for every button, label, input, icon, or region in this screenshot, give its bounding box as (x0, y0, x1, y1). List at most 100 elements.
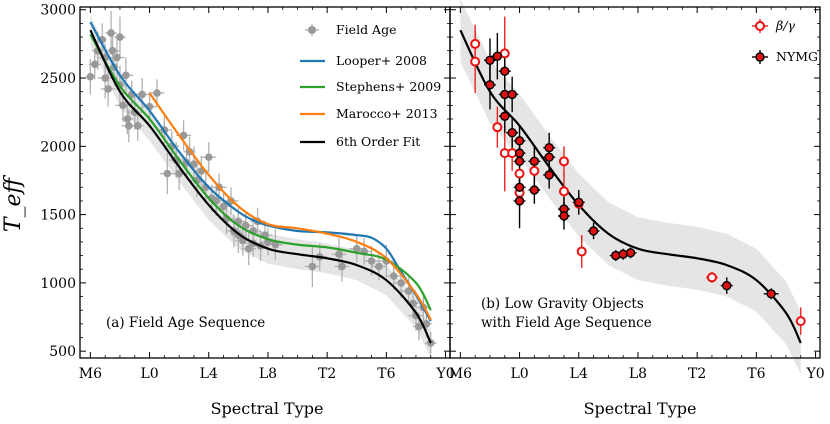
fit-line-looper-2008 (89, 21, 432, 322)
nymg-point (544, 142, 554, 153)
field-age-point (108, 46, 117, 55)
beta-gamma-point (492, 122, 503, 133)
field-age-point (404, 287, 413, 295)
field-age-point (116, 33, 124, 41)
left-ytick-label: 2000 (40, 139, 76, 155)
field-age-point (204, 153, 213, 162)
field-age-point (107, 29, 115, 37)
field-age-point (123, 115, 132, 123)
field-age-point (244, 244, 253, 253)
legend-label-stephens: Stephens+ 2009 (336, 79, 441, 94)
beta-gamma-point (706, 272, 717, 283)
nymg-point (507, 89, 517, 100)
beta-gamma-point (470, 56, 481, 67)
field-age-point (352, 244, 361, 253)
right-xtick-label: T2 (688, 366, 706, 382)
nymg-point (529, 156, 540, 167)
nymg-point (588, 226, 599, 236)
field-age-point (241, 221, 250, 230)
nymg-point (514, 196, 525, 206)
left-xtick-label: M6 (79, 366, 102, 382)
left-xtick-label: L8 (259, 366, 277, 382)
nymg-point (485, 55, 495, 65)
legend-label-beta-gamma: β/γ (775, 18, 795, 33)
panel-right: M6 L0 L4 L8 T2 T6 Y0 Spectral Type (b) Low Gra… (449, 0, 825, 418)
field-age-point (133, 122, 142, 130)
panel-left: M6 L0 L4 L8 T2 T6 Y0 500 1000 1500 2000 2500 3000 T_… (1, 3, 455, 418)
legend-marker-nymg (755, 52, 765, 62)
field-age-point (335, 250, 343, 259)
nymg-point (529, 185, 540, 195)
fit-line-6th-order-fit (89, 29, 432, 344)
legend-label-field-age: Field Age (336, 22, 396, 37)
right-points (470, 38, 806, 327)
left-fit-confidence-band (90, 15, 431, 358)
right-fit-lines (459, 29, 802, 344)
nymg-point (514, 136, 525, 146)
right-fit-confidence-band (460, 0, 801, 375)
nymg-point (500, 66, 510, 76)
nymg-point (618, 249, 628, 259)
nymg-point (574, 197, 584, 208)
field-age-point (190, 160, 198, 168)
field-age-point (375, 262, 383, 271)
right-plot-frame (449, 6, 821, 359)
nymg-point (611, 250, 621, 261)
right-xtick-label: L8 (629, 366, 647, 382)
nymg-point (625, 248, 636, 258)
field-age-point (219, 202, 228, 211)
left-legend: Field Age Looper+ 2008 Stephens+ 2009 Ma… (300, 22, 441, 149)
right-xtick-label: L0 (510, 366, 528, 382)
left-xtick-label: L0 (140, 366, 158, 382)
left-xtick-label: L4 (200, 366, 218, 382)
field-age-point (415, 322, 423, 331)
beta-gamma-point (558, 156, 569, 167)
field-age-point (125, 122, 133, 130)
beta-gamma-point (795, 316, 806, 327)
left-axis-ticks: M6 L0 L4 L8 T2 T6 Y0 500 1000 1500 2000 2500 3000 (40, 3, 454, 382)
beta-gamma-point (514, 168, 525, 179)
legend-label-6th-order-fit: 6th Order Fit (336, 134, 420, 149)
field-age-point (389, 272, 398, 280)
left-xtick-label: Y0 (435, 366, 454, 382)
nymg-point (500, 111, 510, 121)
right-panel-annotation-line2: with Field Age Sequence (481, 315, 652, 331)
field-age-point (122, 71, 130, 80)
fit-line-marocco-2013 (148, 92, 432, 321)
field-age-point (163, 169, 172, 178)
field-age-point (119, 101, 127, 110)
legend-label-nymg: NYMG (776, 49, 818, 64)
left-ytick-label: 1500 (40, 208, 76, 224)
nymg-point (766, 289, 776, 299)
nymg-point (514, 182, 525, 192)
field-age-point (91, 60, 99, 69)
legend-marker-beta-gamma (755, 21, 765, 31)
nymg-point (514, 148, 525, 158)
nymg-point (559, 211, 569, 221)
field-age-point (397, 279, 405, 287)
nymg-point (492, 51, 503, 61)
beta-gamma-point (529, 165, 540, 176)
nymg-point (507, 127, 517, 138)
beta-gamma-point (558, 186, 569, 197)
field-age-point (86, 72, 95, 81)
right-xtick-label: Y0 (805, 366, 824, 382)
field-age-point (138, 90, 146, 99)
left-ytick-label: 3000 (40, 3, 76, 19)
right-6th-order-fit-line (459, 29, 802, 344)
nymg-point (485, 80, 495, 90)
field-age-point (130, 108, 139, 116)
right-panel-annotation-line1: (b) Low Gravity Objects (481, 296, 644, 312)
right-xtick-label: T6 (747, 366, 765, 382)
left-ytick-label: 1000 (40, 276, 76, 292)
right-x-axis-label: Spectral Type (584, 399, 697, 418)
beta-gamma-point (470, 38, 481, 49)
left-xtick-label: T2 (318, 366, 336, 382)
right-fit-band (460, 0, 801, 375)
nymg-point (722, 280, 732, 291)
legend-marker-field-age (308, 26, 316, 34)
field-age-point (101, 74, 109, 82)
legend-label-looper: Looper+ 2008 (336, 53, 427, 68)
nymg-point (544, 152, 554, 162)
